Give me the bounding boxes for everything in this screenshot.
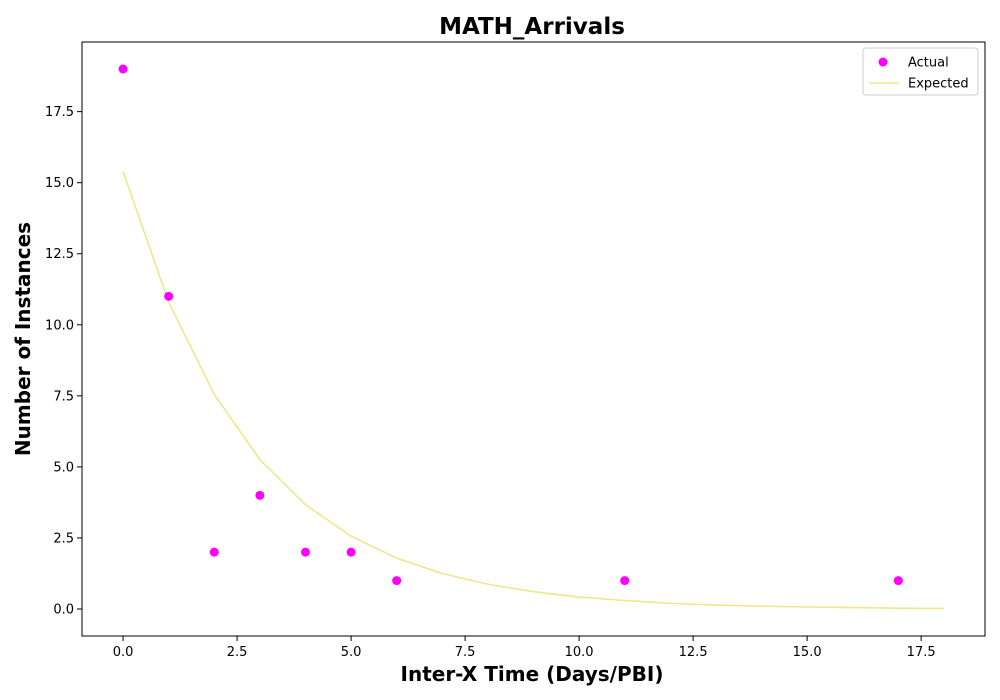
y-tick-label: 5.0 [53, 460, 74, 475]
series-layer [118, 64, 944, 610]
legend-marker-actual [878, 57, 888, 67]
x-tick-label: 15.0 [793, 645, 822, 660]
y-tick-label: 10.0 [45, 318, 74, 333]
actual-point [118, 64, 128, 74]
actual-point [346, 547, 356, 557]
x-tick-label: 2.5 [227, 645, 248, 660]
actual-point [300, 547, 310, 557]
y-tick-label: 0.0 [53, 603, 74, 618]
chart-title: MATH_Arrivals [439, 14, 625, 40]
actual-point [893, 576, 903, 586]
legend-label: Expected [908, 77, 969, 92]
y-tick-label: 7.5 [53, 389, 74, 404]
x-tick-label: 5.0 [341, 645, 362, 660]
actual-point [164, 291, 174, 301]
actual-point [392, 576, 402, 586]
y-axis-title: Number of Instances [11, 222, 35, 456]
actual-point [255, 490, 265, 500]
y-tick-label: 12.5 [45, 247, 74, 262]
x-axis-title: Inter-X Time (Days/PBI) [401, 662, 664, 686]
y-tick-label: 15.0 [45, 176, 74, 191]
y-tick-label: 2.5 [53, 531, 74, 546]
y-axis: 0.0 2.5 5.0 7.5 10.0 12.5 15.0 17.5 [45, 105, 82, 618]
x-tick-label: 17.5 [907, 645, 936, 660]
legend: Actual Expected [862, 47, 979, 96]
y-tick-label: 17.5 [45, 105, 74, 120]
x-axis: 0.0 2.5 5.0 7.5 10.0 12.5 15.0 17.5 [113, 636, 936, 660]
plot-frame [81, 41, 986, 637]
actual-point [209, 547, 219, 557]
x-tick-label: 7.5 [455, 645, 476, 660]
expected-line [122, 171, 944, 610]
legend-label: Actual [908, 56, 949, 71]
actual-point [620, 576, 630, 586]
x-tick-label: 10.0 [565, 645, 594, 660]
x-tick-label: 0.0 [113, 645, 134, 660]
x-tick-label: 12.5 [679, 645, 708, 660]
